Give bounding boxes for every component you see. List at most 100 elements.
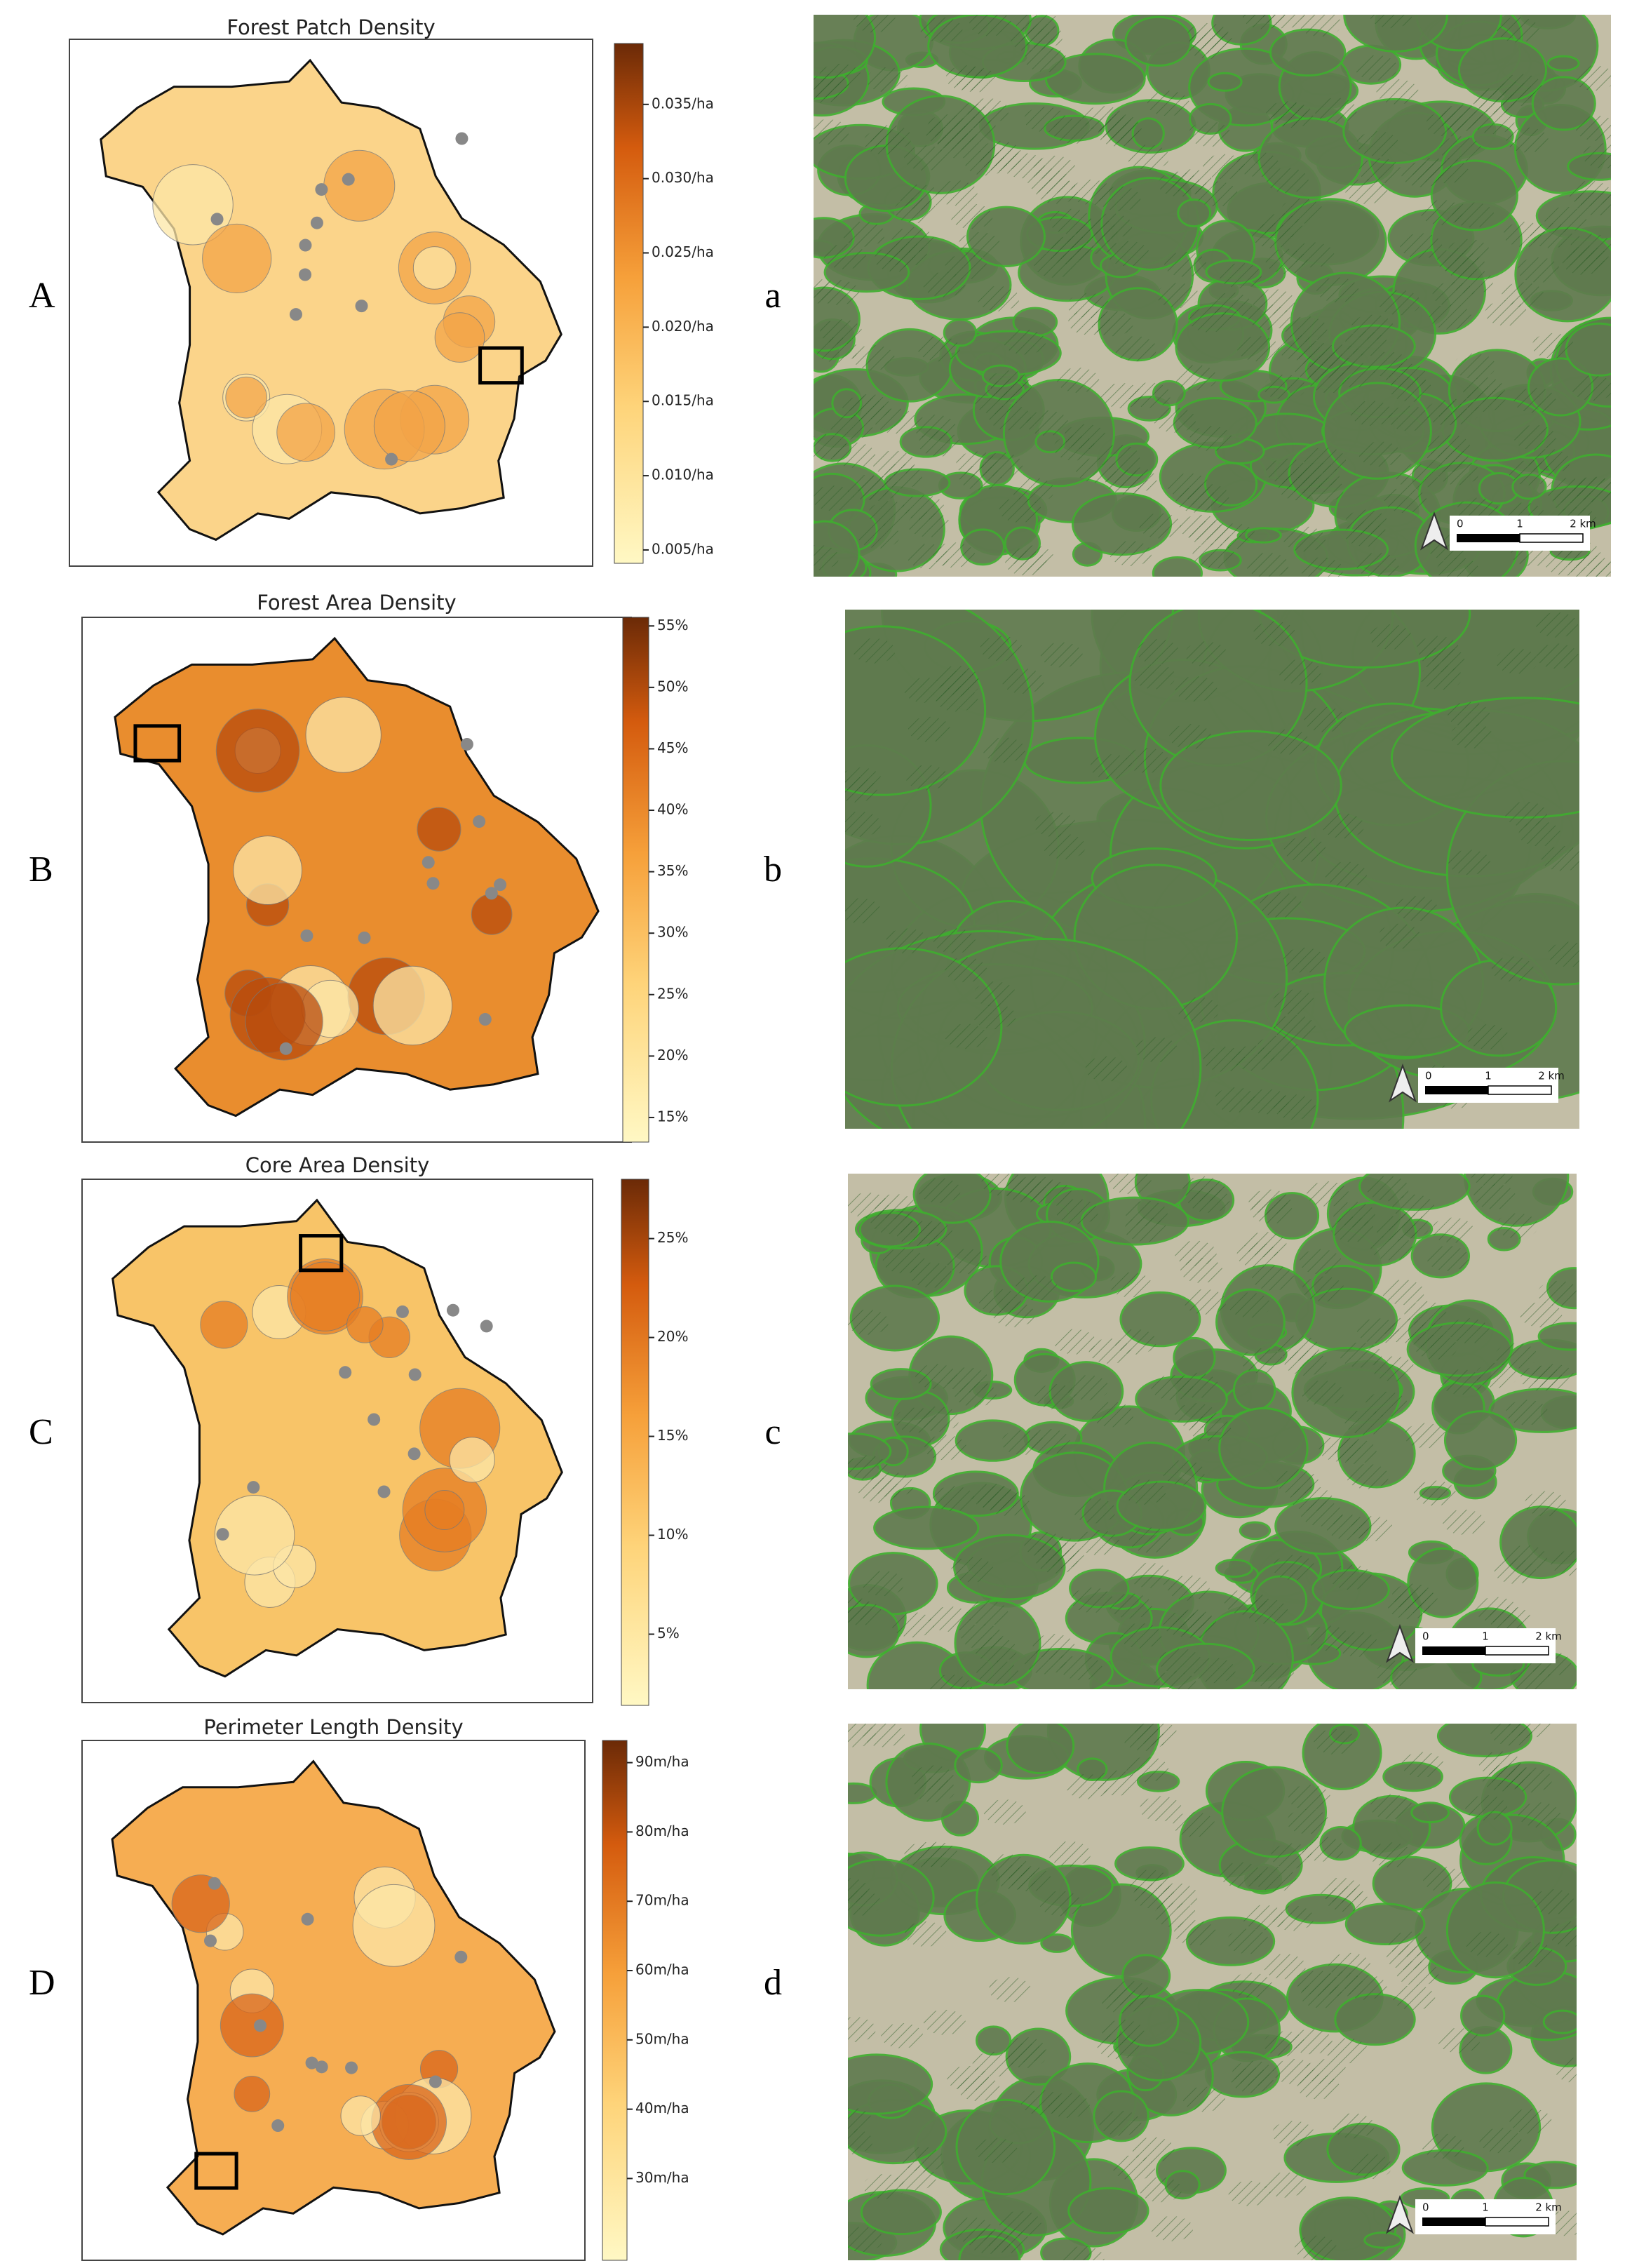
forest-hatch [1176,1372,1219,1398]
district [352,1884,436,1967]
scalebar-label: 0 [1422,1630,1429,1643]
forest-hatch [1466,1931,1509,1957]
forest-hatch [1340,1342,1382,1368]
forest-hatch [1177,997,1220,1023]
scalebar-label: 1 [1482,1630,1489,1643]
forest-hatch [1344,1409,1387,1435]
colorbar-tick-label: 30m/ha [635,2169,689,2186]
district [152,164,234,246]
forest-hatch [988,1977,1031,2003]
forest-hatch [1112,2155,1155,2181]
scalebar-black [1457,534,1520,542]
forest-hatch [1436,248,1479,274]
forest-hatch [1438,106,1481,132]
colorbar-tick-label: 80m/ha [635,1823,689,1839]
forest-hatch [886,928,929,954]
forest-hatch [1098,186,1141,212]
forest-hatch [1236,152,1279,177]
forest-patch [1391,697,1579,819]
scalebar-label: 1 [1482,2201,1489,2214]
forest-hatch [1260,892,1302,918]
forest-hatch [1139,2177,1182,2203]
forest-hatch [1248,304,1290,330]
forest-hatch [1272,1555,1315,1581]
forest-hatch [1237,336,1280,362]
forest-hatch [1524,1491,1567,1517]
colorbar-tick-label: 90m/ha [635,1753,689,1770]
forest-hatch [1404,1423,1447,1449]
forest-patches [814,15,1611,577]
forest-hatch [1448,1318,1490,1344]
forest-hatch [1187,1187,1230,1213]
forest-hatch [1272,989,1315,1015]
forest-hatch [1400,233,1443,259]
forest-hatch [1110,1593,1152,1619]
forest-hatch [1370,1235,1413,1261]
study-area-marker [478,346,524,385]
forest-hatch [958,232,1001,257]
forest-hatch [1002,1429,1044,1455]
forest-hatch [915,1364,958,1390]
forest-hatch [1325,861,1368,887]
city [385,452,398,466]
forest-hatch [1384,1317,1427,1343]
forest-hatch [1005,550,1048,576]
forest-hatch [1471,1174,1513,1187]
forest-hatch [1351,314,1394,340]
forest-hatch [1154,1671,1196,1689]
forest-hatch [1491,956,1534,982]
forest-hatch [945,957,987,983]
forest-hatch [823,243,866,269]
city [446,1303,459,1317]
district [305,697,382,773]
forest-hatch [1395,463,1438,489]
colorbar-tick-label: 40% [657,801,688,818]
forest-hatch [1582,143,1611,169]
colorbar-tick-label: 5% [657,1625,680,1642]
forest-hatch [1387,1213,1430,1239]
city [342,173,355,186]
colorbar-tick-label: 40m/ha [635,2100,689,2116]
forest-hatch [999,2210,1041,2236]
city [203,1934,217,1947]
city [478,1013,492,1026]
district [417,807,461,852]
forest-hatch [1254,1866,1297,1892]
forest-hatch [1264,2172,1307,2198]
forest-patch [1177,198,1212,228]
forest-hatch [1246,1089,1289,1115]
forest-hatch [1210,292,1253,318]
colorbar-tick-label: 35% [657,862,688,879]
city [301,1912,314,1926]
forest-hatch [1135,1037,1178,1063]
district [245,982,323,1061]
forest-hatch [858,523,901,549]
forest-hatch [946,1249,989,1275]
forest-hatch [1004,329,1046,355]
forest-hatch [983,737,1025,763]
city [460,737,473,751]
colorbar-tick-label: 15% [657,1427,688,1444]
forest-hatch [1508,1724,1551,1738]
forest-hatch [1281,198,1323,224]
forest-hatch [1126,747,1168,773]
forest-patches [848,1724,1577,2260]
forest-hatch [1356,131,1399,157]
forest-hatch [1263,1954,1306,1980]
forest-patch [1124,15,1192,67]
forest-hatch [1219,263,1262,289]
forest-hatch [1053,435,1096,461]
forest-hatch [1283,947,1326,973]
scalebar-box [1450,516,1590,551]
forest-hatch [1497,17,1539,43]
forest-hatch [950,203,993,229]
district [171,1874,230,1933]
forest-hatch [1382,1280,1424,1306]
forest-hatch [1185,641,1227,667]
forest-hatch [1562,249,1605,275]
forest-patch [848,1858,935,1937]
forest-hatch [1536,643,1579,669]
forest-hatch [1127,145,1170,170]
scalebar-label: 2 km [1535,1630,1562,1643]
forest-hatch [936,666,979,692]
